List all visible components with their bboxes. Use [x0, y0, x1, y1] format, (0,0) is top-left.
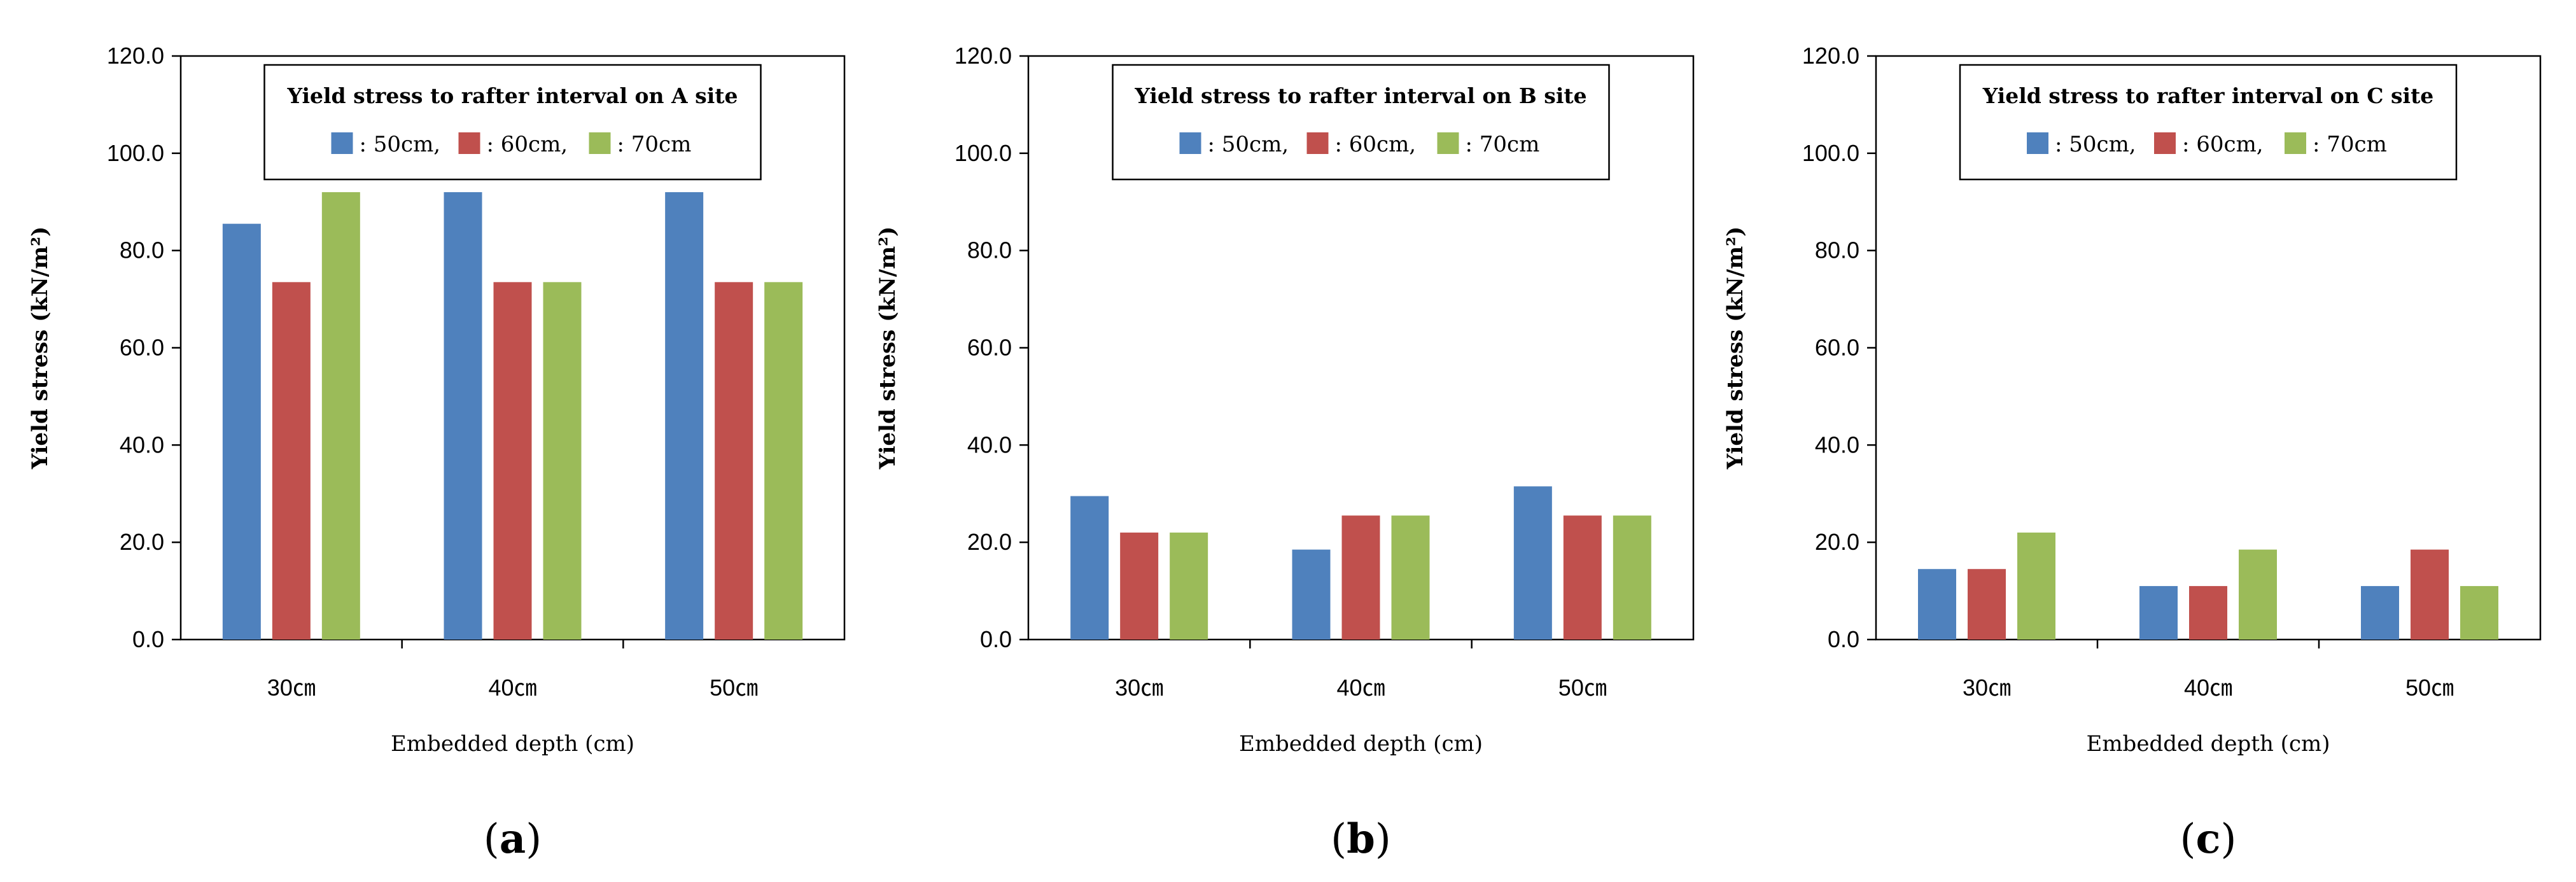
bar-b-2-2	[1613, 515, 1651, 640]
legend-entry-2: : 70cm	[2313, 132, 2387, 157]
y-tick-label: 80.0	[967, 237, 1012, 263]
legend: Yield stress to rafter interval on B sit…	[1112, 64, 1610, 181]
y-tick-label: 120.0	[107, 43, 164, 69]
y-axis-label: Yield stress (kN/m²)	[27, 227, 53, 470]
y-tick-label: 20.0	[967, 529, 1012, 555]
legend-box	[1112, 64, 1610, 181]
bar-c-2-2	[2460, 585, 2498, 640]
bar-c-1-2	[2239, 549, 2277, 640]
x-tick-label: 40㎝	[1336, 675, 1385, 701]
legend-entry-0: : 50cm,	[1208, 132, 1289, 157]
legend-entry-0: : 50cm,	[2055, 132, 2136, 157]
x-axis-label: Embedded depth (cm)	[2087, 731, 2330, 757]
bar-b-2-0	[1513, 486, 1552, 640]
legend-entry-2: : 70cm	[617, 132, 692, 157]
legend-entry-0: : 50cm,	[360, 132, 441, 157]
y-tick-label: 0.0	[132, 626, 164, 652]
legend: Yield stress to rafter interval on C sit…	[1959, 64, 2458, 181]
bar-b-1-2	[1391, 515, 1430, 640]
x-tick-label: 30㎝	[1115, 675, 1163, 701]
legend-title: Yield stress to rafter interval on C sit…	[1982, 83, 2434, 108]
y-tick-label: 20.0	[120, 529, 164, 555]
x-axis-label: Embedded depth (cm)	[391, 731, 634, 757]
bar-a-2-2	[764, 282, 803, 640]
bar-a-1-1	[493, 282, 532, 640]
bar-c-1-1	[2189, 585, 2227, 640]
y-tick-label: 0.0	[1828, 626, 1859, 652]
bar-c-2-0	[2361, 585, 2399, 640]
bar-a-0-1	[272, 282, 311, 640]
legend-swatch-1	[458, 132, 480, 154]
bar-a-1-0	[444, 192, 482, 640]
x-tick-label: 40㎝	[2184, 675, 2232, 701]
chart-panel-c: 0.0 20.0 40.0 60.0 80.0 100.0 120.0 Yield stres…	[1723, 43, 2542, 863]
legend-swatch-0	[1179, 132, 1201, 154]
bar-b-1-0	[1292, 549, 1331, 640]
bar-c-0-2	[2017, 532, 2055, 640]
panel-label: (b)	[1331, 815, 1391, 863]
chart-panel-a: 0.0 20.0 40.0 60.0 80.0 100.0 120.0 Yield stres…	[27, 43, 846, 863]
bar-a-2-0	[665, 192, 704, 640]
legend-entry-2: : 70cm	[1466, 132, 1540, 157]
legend-swatch-2	[589, 132, 611, 154]
panel-label: (a)	[484, 815, 542, 863]
legend-entry-1: : 60cm,	[487, 132, 568, 157]
y-axis-label: Yield stress (kN/m²)	[1723, 227, 1748, 470]
legend-entry-1: : 60cm,	[2182, 132, 2264, 157]
y-tick-label: 40.0	[1815, 431, 1859, 458]
bar-b-0-1	[1120, 532, 1159, 640]
x-tick-label: 50㎝	[710, 675, 758, 701]
chart-panel-b: 0.0 20.0 40.0 60.0 80.0 100.0 120.0 Yield stres…	[875, 43, 1695, 863]
x-tick-label: 30㎝	[1963, 675, 2011, 701]
y-tick-label: 100.0	[107, 140, 164, 166]
x-tick-label: 50㎝	[1558, 675, 1607, 701]
legend-swatch-2	[2285, 132, 2306, 154]
panel-label: (c)	[2180, 815, 2237, 863]
y-tick-label: 80.0	[1815, 237, 1859, 263]
legend-swatch-1	[1306, 132, 1329, 154]
legend-swatch-1	[2154, 132, 2176, 154]
x-tick-label: 30㎝	[267, 675, 316, 701]
y-tick-label: 40.0	[120, 431, 164, 458]
y-tick-label: 40.0	[967, 431, 1012, 458]
legend-title: Yield stress to rafter interval on B sit…	[1134, 83, 1586, 108]
bar-b-0-2	[1170, 532, 1208, 640]
legend-entry-1: : 60cm,	[1335, 132, 1417, 157]
y-tick-label: 120.0	[955, 43, 1012, 69]
y-tick-label: 60.0	[1815, 335, 1859, 361]
legend-swatch-2	[1437, 132, 1459, 154]
bar-a-0-0	[222, 223, 261, 640]
legend-box	[1959, 64, 2458, 181]
y-tick-label: 0.0	[980, 626, 1012, 652]
legend: Yield stress to rafter interval on A sit…	[263, 64, 762, 181]
y-axis-label: Yield stress (kN/m²)	[875, 227, 900, 470]
bar-c-1-0	[2139, 585, 2178, 640]
bar-b-1-1	[1341, 515, 1380, 640]
y-tick-label: 20.0	[1815, 529, 1859, 555]
bar-b-0-0	[1070, 496, 1109, 640]
legend-swatch-0	[331, 132, 353, 154]
y-tick-label: 80.0	[120, 237, 164, 263]
legend-title: Yield stress to rafter interval on A sit…	[287, 83, 738, 108]
x-tick-label: 50㎝	[2405, 675, 2454, 701]
bar-c-2-1	[2411, 549, 2449, 640]
x-axis-label: Embedded depth (cm)	[1239, 731, 1483, 757]
y-tick-label: 100.0	[1802, 140, 1859, 166]
y-tick-label: 100.0	[955, 140, 1012, 166]
bar-b-2-1	[1563, 515, 1602, 640]
y-tick-label: 120.0	[1802, 43, 1859, 69]
bar-a-0-2	[321, 192, 360, 640]
bar-c-0-0	[1918, 569, 1956, 640]
y-tick-label: 60.0	[967, 335, 1012, 361]
bar-a-1-2	[543, 282, 582, 640]
legend-box	[263, 64, 762, 181]
x-tick-label: 40㎝	[488, 675, 536, 701]
y-tick-label: 60.0	[120, 335, 164, 361]
legend-swatch-0	[2027, 132, 2048, 154]
bar-c-0-1	[1968, 569, 2006, 640]
bar-a-2-1	[715, 282, 753, 640]
